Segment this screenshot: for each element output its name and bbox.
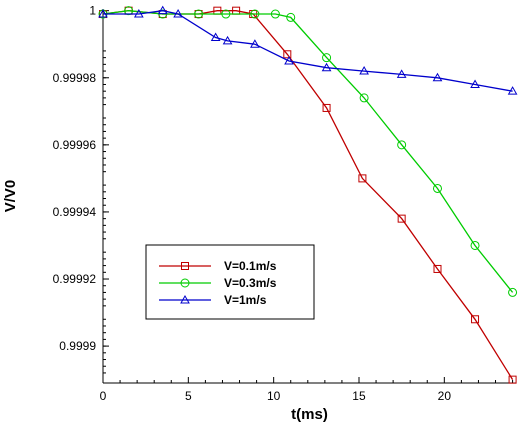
data-point — [210, 32, 221, 42]
legend: V=0.1m/s V=0.3m/s V=1m/s — [145, 244, 315, 320]
series-0 — [99, 6, 517, 384]
x-tick-label: 5 — [185, 389, 192, 403]
data-point — [286, 12, 296, 22]
data-point — [322, 103, 331, 112]
data-point — [507, 86, 518, 95]
plot-area: 0 5 10 15 20 1 0.99998 0.99996 0.99994 0.99992 0.… — [53, 4, 518, 403]
data-point — [321, 62, 332, 72]
data-point — [157, 5, 168, 15]
data-point — [397, 214, 406, 223]
x-tick-label: 0 — [100, 389, 107, 403]
y-tick-label: 1 — [89, 4, 96, 18]
data-point — [283, 50, 292, 59]
data-point — [508, 287, 518, 297]
data-point — [358, 174, 367, 183]
x-tick-label: 10 — [267, 389, 281, 403]
data-point — [322, 53, 332, 63]
y-ticks: 1 0.99998 0.99996 0.99994 0.99992 0.9999 — [53, 4, 109, 374]
y-tick-label: 0.99994 — [53, 205, 97, 219]
legend-item: V=1m/s — [159, 293, 267, 307]
data-point — [397, 140, 407, 150]
legend-label: V=0.1m/s — [224, 259, 277, 273]
data-point — [173, 9, 183, 18]
y-tick-label: 0.9999 — [59, 339, 96, 353]
data-point — [133, 9, 144, 18]
x-axis-title: t(ms) — [291, 406, 328, 423]
data-point — [470, 240, 480, 250]
data-point — [284, 55, 294, 65]
series-line — [102, 10, 514, 380]
data-point — [432, 183, 442, 193]
data-point — [359, 93, 369, 103]
series-layer — [98, 5, 518, 384]
legend-label: V=0.3m/s — [224, 276, 277, 290]
data-point — [250, 9, 260, 19]
series-line — [102, 10, 514, 293]
data-point — [222, 35, 233, 45]
legend-item: V=0.3m/s — [159, 276, 277, 290]
y-tick-label: 0.99996 — [53, 138, 97, 152]
legend-item: V=0.1m/s — [159, 259, 277, 273]
data-point — [98, 9, 108, 18]
y-axis-title: V/V0 — [2, 180, 19, 213]
data-point — [433, 264, 442, 273]
data-point — [270, 9, 280, 19]
legend-box — [145, 244, 315, 320]
data-point — [432, 72, 443, 82]
data-point — [396, 69, 407, 78]
data-point — [508, 375, 517, 384]
data-point — [124, 6, 134, 16]
x-tick-label: 15 — [352, 389, 366, 403]
data-point — [221, 9, 231, 19]
data-point — [180, 294, 190, 304]
data-point — [181, 262, 189, 270]
data-point — [250, 39, 260, 48]
data-point — [471, 315, 480, 324]
data-point — [470, 79, 480, 88]
x-tick-label: 20 — [438, 389, 452, 403]
x-ticks: 0 5 10 15 20 — [100, 377, 514, 403]
y-tick-label: 0.99998 — [53, 71, 97, 85]
data-point — [194, 9, 204, 19]
data-point — [180, 278, 190, 288]
legend-label: V=1m/s — [224, 293, 267, 307]
data-point — [359, 66, 369, 75]
y-tick-label: 0.99992 — [53, 272, 97, 286]
series-line — [103, 10, 513, 92]
series-2 — [98, 5, 518, 95]
